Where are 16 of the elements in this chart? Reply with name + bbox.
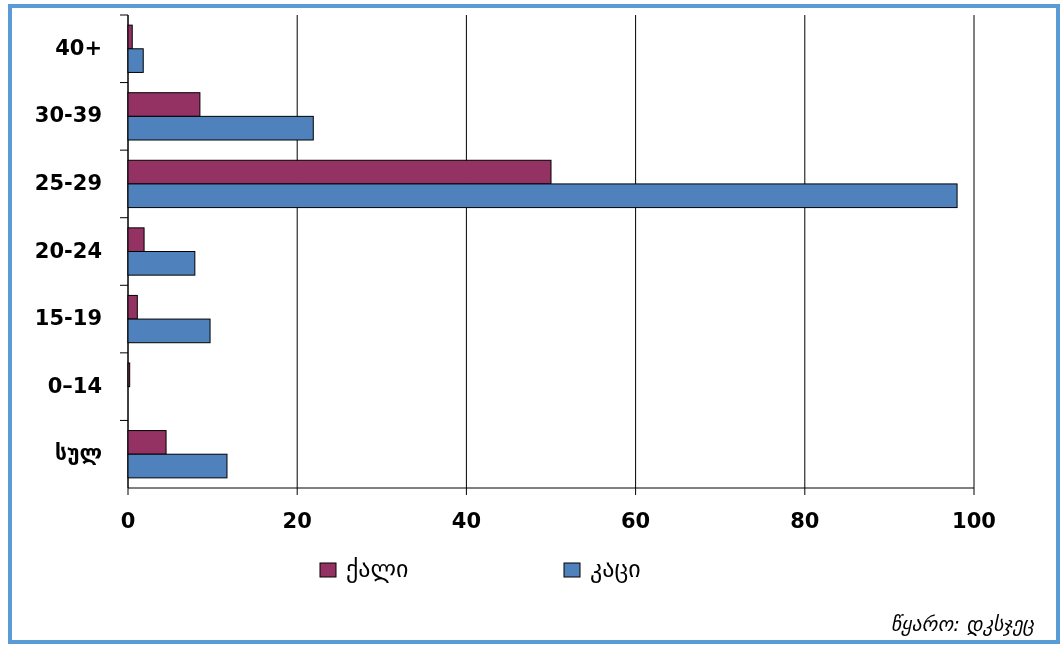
y-tick-label: სულ [55, 441, 102, 466]
y-tick-label: 25-29 [34, 170, 102, 195]
x-tick-label: 100 [952, 509, 996, 533]
y-tick-label: 15-19 [34, 306, 102, 331]
x-tick-label: 20 [282, 509, 312, 533]
legend-label: ქალი [346, 555, 409, 583]
y-tick-label: 20-24 [34, 238, 102, 263]
x-tick-label: 80 [790, 509, 820, 533]
x-tick-label: 40 [451, 509, 482, 533]
legend-label: კაცი [590, 555, 641, 583]
x-tick-label: 60 [620, 509, 651, 533]
y-tick-label: 40+ [55, 35, 102, 60]
text: წყარო: დკსჯეც [890, 612, 1035, 636]
y-tick-label: 0–14 [47, 373, 102, 398]
y-tick-label: 30-39 [34, 103, 102, 128]
x-tick-label: 0 [120, 509, 136, 533]
